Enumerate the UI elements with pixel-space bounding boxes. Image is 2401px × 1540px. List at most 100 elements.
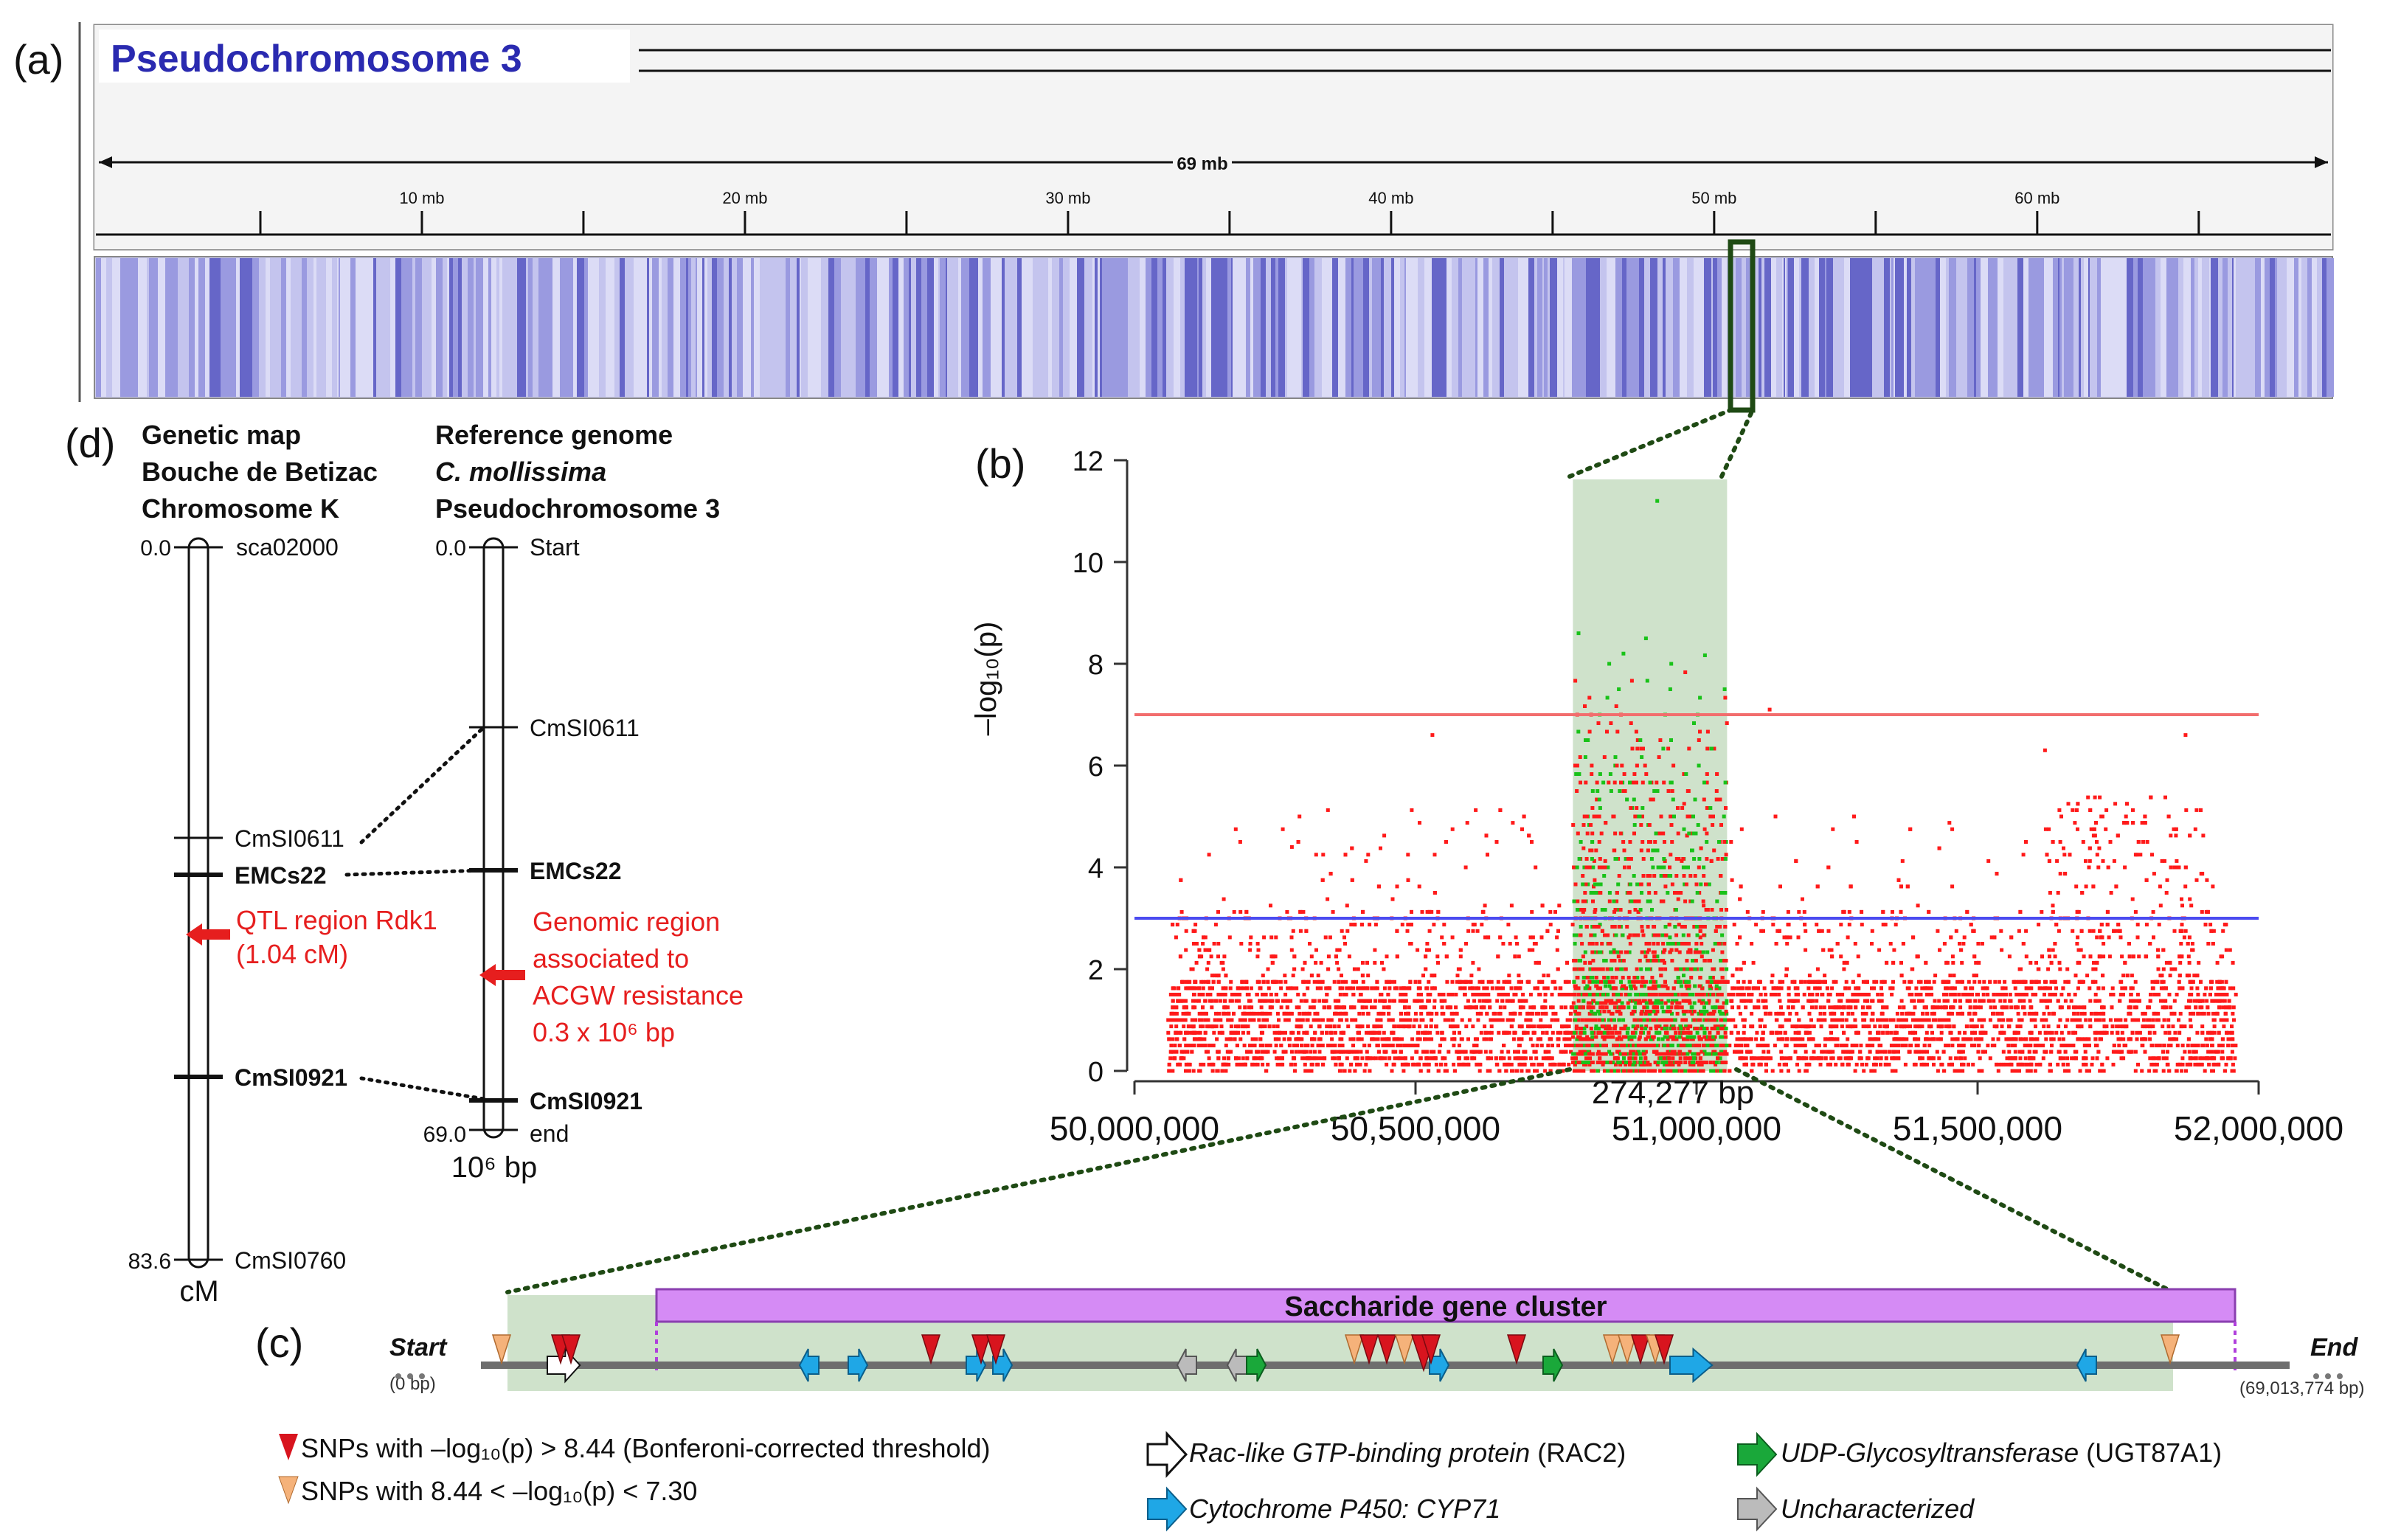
- snp-point: [1626, 1005, 1631, 1010]
- snp-point: [1831, 827, 1835, 831]
- snp-point: [1867, 1024, 1871, 1029]
- snp-point: [1736, 986, 1741, 991]
- snp-point: [1823, 1044, 1827, 1047]
- density-stripe: [1732, 258, 1736, 397]
- snp-point: [1169, 1024, 1174, 1029]
- snp-point: [2051, 993, 2054, 996]
- snp-point: [1412, 1024, 1416, 1029]
- snp-point: [1761, 929, 1765, 933]
- snp-point: [1790, 979, 1795, 984]
- snp-point: [1192, 986, 1196, 991]
- density-stripe: [2178, 258, 2183, 397]
- snp-point: [1440, 935, 1444, 940]
- snp-point: [1567, 1024, 1571, 1029]
- density-stripe: [688, 258, 691, 397]
- snp-point: [1745, 909, 1750, 914]
- snp-point: [1644, 1062, 1649, 1066]
- density-stripe: [2062, 258, 2064, 397]
- snp-point: [2074, 1050, 2079, 1054]
- snp-point: [2104, 827, 2108, 831]
- snp-point: [1804, 1062, 1809, 1066]
- snp-point: [2065, 1062, 2070, 1066]
- snp-point: [1610, 1011, 1615, 1016]
- density-stripe: [96, 258, 101, 397]
- density-stripe: [1206, 258, 1211, 397]
- snp-point: [1618, 1030, 1622, 1035]
- density-stripe: [1084, 258, 1089, 397]
- density-stripe: [1844, 258, 1850, 397]
- snp-point: [2135, 1030, 2139, 1035]
- snp-point: [2082, 1044, 2087, 1047]
- snp-point: [1859, 1044, 1863, 1047]
- snp-point: [1718, 979, 1722, 984]
- snp-point: [1479, 1005, 1483, 1010]
- snp-point: [1989, 935, 1994, 940]
- snp-point: [2051, 903, 2055, 908]
- snp-point: [2141, 1024, 2145, 1029]
- density-stripe: [1974, 258, 1976, 397]
- density-stripe: [538, 258, 544, 397]
- snp-point: [1356, 967, 1360, 971]
- snp-point: [2196, 999, 2200, 1003]
- snp-point: [1174, 1037, 1179, 1041]
- snp-point: [1829, 1030, 1833, 1035]
- snp-point: [2096, 1011, 2101, 1016]
- snp-point: [1354, 979, 1358, 984]
- density-stripe: [632, 258, 634, 397]
- snp-point: [1432, 986, 1437, 991]
- snp-point: [1436, 960, 1440, 965]
- snp-point: [1826, 1037, 1830, 1041]
- snp-point: [2043, 999, 2047, 1003]
- snp-point: [2150, 979, 2155, 984]
- density-stripe: [1391, 258, 1394, 397]
- density-stripe: [195, 258, 198, 397]
- density-stripe: [1633, 258, 1639, 397]
- snp-point: [1872, 986, 1877, 991]
- snp-point: [1416, 948, 1420, 952]
- snp-point: [1593, 1044, 1598, 1047]
- snp-point: [1590, 1037, 1595, 1041]
- snp-point: [1900, 859, 1905, 863]
- snp-point: [1454, 993, 1458, 996]
- density-stripe: [2166, 258, 2174, 397]
- snp-point: [1366, 1011, 1371, 1016]
- snp-point: [1735, 942, 1739, 946]
- snp-point: [1818, 1005, 1823, 1010]
- snp-point: [1630, 1056, 1635, 1061]
- density-stripe: [900, 258, 904, 397]
- snp-point: [2155, 1056, 2159, 1061]
- snp-point: [1365, 1030, 1368, 1035]
- snp-point: [1455, 979, 1459, 984]
- snp-point: [1211, 1044, 1216, 1047]
- density-stripe: [780, 258, 786, 397]
- density-stripe: [978, 258, 983, 397]
- snp-point: [2080, 1011, 2084, 1016]
- density-stripe: [1327, 258, 1332, 397]
- snp-point: [2082, 1011, 2087, 1016]
- snp-point: [1828, 1005, 1832, 1010]
- density-stripe: [432, 258, 436, 397]
- density-stripe: [1332, 258, 1338, 397]
- density-stripe: [2287, 258, 2294, 397]
- snp-point: [1590, 979, 1594, 984]
- snp-point: [1762, 986, 1767, 991]
- snp-point: [1442, 923, 1447, 927]
- snp-point: [1280, 1030, 1284, 1035]
- density-stripe: [266, 258, 270, 397]
- snp-point: [1249, 1050, 1253, 1054]
- snp-point: [2079, 948, 2083, 952]
- snp-point: [1301, 909, 1306, 914]
- snp-point: [1506, 923, 1511, 927]
- snp-point: [2231, 986, 2236, 991]
- snp-point: [1927, 1056, 1931, 1061]
- snp-point: [2000, 1011, 2004, 1016]
- density-stripe: [347, 258, 350, 397]
- snp-point: [1902, 1037, 1906, 1041]
- snp-point: [1976, 942, 1981, 946]
- snp-point: [1685, 993, 1689, 996]
- snp-point: [1591, 865, 1596, 870]
- snp-point: [1730, 1005, 1734, 1010]
- snp-point: [2234, 993, 2238, 996]
- density-stripe: [1838, 258, 1844, 397]
- snp-point: [1950, 1037, 1955, 1041]
